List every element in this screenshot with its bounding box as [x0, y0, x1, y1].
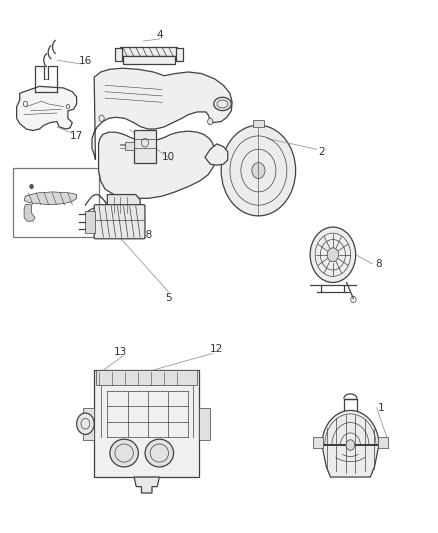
Text: 17: 17	[70, 131, 83, 141]
Bar	[13, 168, 99, 237]
Bar	[176, 48, 183, 61]
Ellipse shape	[145, 439, 173, 467]
Circle shape	[77, 413, 94, 434]
Polygon shape	[107, 195, 140, 216]
Polygon shape	[99, 131, 215, 198]
Polygon shape	[205, 144, 228, 165]
Bar	[115, 48, 122, 61]
Ellipse shape	[110, 439, 138, 467]
Polygon shape	[125, 142, 134, 150]
Bar	[96, 370, 197, 385]
Polygon shape	[24, 205, 35, 221]
Text: 4: 4	[156, 30, 163, 39]
Text: 14: 14	[123, 211, 136, 221]
Polygon shape	[85, 211, 95, 232]
Text: 1: 1	[378, 403, 385, 413]
Polygon shape	[17, 86, 77, 131]
FancyBboxPatch shape	[94, 205, 145, 239]
Circle shape	[208, 118, 213, 125]
Bar	[83, 408, 94, 440]
Polygon shape	[24, 192, 77, 205]
Polygon shape	[92, 68, 232, 160]
Circle shape	[346, 440, 355, 450]
Text: 2: 2	[318, 147, 325, 157]
Bar	[313, 437, 323, 448]
Text: 13: 13	[114, 347, 127, 357]
Text: 12: 12	[210, 344, 223, 354]
Ellipse shape	[214, 97, 231, 111]
Bar	[123, 56, 175, 64]
Text: 5: 5	[165, 294, 172, 303]
Circle shape	[327, 248, 339, 262]
Bar	[94, 370, 199, 477]
Bar	[253, 120, 264, 127]
Bar	[378, 437, 388, 448]
Polygon shape	[322, 410, 379, 477]
Bar	[120, 47, 177, 56]
Bar	[199, 408, 210, 440]
Text: 18: 18	[140, 230, 153, 239]
Circle shape	[252, 163, 265, 179]
Bar	[134, 130, 156, 163]
Polygon shape	[134, 477, 159, 493]
Circle shape	[30, 184, 33, 189]
Text: 16: 16	[79, 56, 92, 66]
Circle shape	[221, 125, 296, 216]
Text: 10: 10	[162, 152, 175, 162]
Text: 8: 8	[375, 259, 382, 269]
Circle shape	[99, 115, 104, 122]
Circle shape	[310, 227, 356, 282]
